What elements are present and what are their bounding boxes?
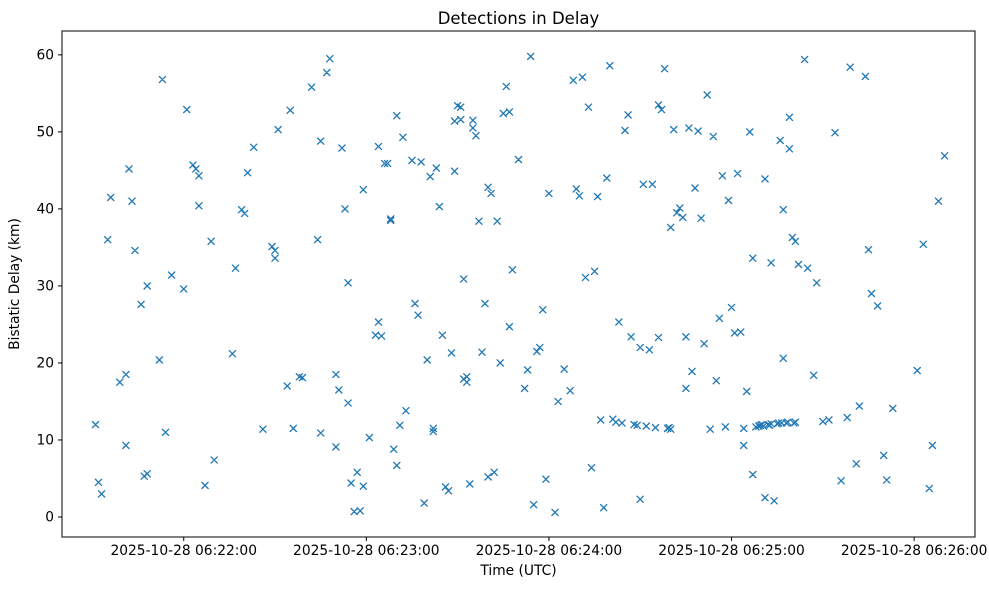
data-points (91, 52, 949, 517)
x-axis-label: Time (UTC) (480, 563, 557, 579)
y-tick-label: 30 (36, 279, 54, 295)
x-tick-label: 2025-10-28 06:22:00 (110, 543, 257, 559)
y-tick-label: 50 (36, 125, 54, 141)
y-tick-label: 40 (36, 202, 54, 218)
x-tick-label: 2025-10-28 06:23:00 (293, 543, 440, 559)
y-tick-label: 60 (36, 48, 54, 64)
y-tick-label: 20 (36, 356, 54, 372)
x-tick-label: 2025-10-28 06:24:00 (476, 543, 623, 559)
y-tick-label: 0 (45, 510, 54, 526)
x-tick-label: 2025-10-28 06:25:00 (658, 543, 805, 559)
x-tick-label: 2025-10-28 06:26:00 (841, 543, 988, 559)
axes-frame (61, 30, 976, 538)
chart-title: Detections in Delay (437, 9, 600, 28)
y-axis-ticks: 0 10 20 30 40 50 60 (36, 48, 62, 526)
y-axis-label: Bistatic Delay (km) (7, 218, 23, 350)
y-tick-label: 10 (36, 433, 54, 449)
x-axis-ticks: 2025-10-28 06:22:00 2025-10-28 06:23:00 20… (110, 537, 987, 559)
